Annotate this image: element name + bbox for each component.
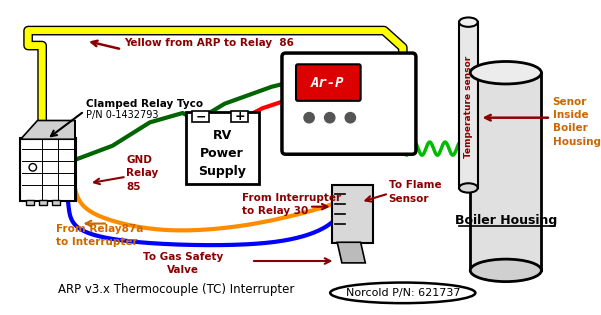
FancyBboxPatch shape (332, 185, 373, 243)
Text: P/N 0-1432793: P/N 0-1432793 (86, 110, 159, 120)
Ellipse shape (459, 183, 478, 193)
Text: GND
Relay
85: GND Relay 85 (126, 155, 159, 192)
Text: Senor
Inside
Boiler
Housing: Senor Inside Boiler Housing (553, 97, 600, 147)
FancyBboxPatch shape (39, 200, 47, 205)
Circle shape (304, 112, 314, 123)
Circle shape (325, 112, 335, 123)
Polygon shape (20, 121, 75, 139)
Text: −: − (195, 110, 206, 123)
Text: Norcold P/N: 621737: Norcold P/N: 621737 (346, 288, 460, 298)
FancyBboxPatch shape (296, 64, 361, 101)
Ellipse shape (470, 61, 542, 84)
FancyBboxPatch shape (231, 111, 248, 122)
Text: To Gas Safety
Valve: To Gas Safety Valve (142, 252, 223, 275)
Text: Temperature sensor: Temperature sensor (464, 55, 473, 158)
FancyBboxPatch shape (470, 73, 542, 270)
Text: To Flame
Sensor: To Flame Sensor (389, 180, 441, 204)
Text: Yellow from ARP to Relay  86: Yellow from ARP to Relay 86 (124, 38, 294, 48)
Text: Ar-P: Ar-P (311, 76, 344, 90)
Ellipse shape (470, 259, 542, 282)
FancyBboxPatch shape (186, 112, 258, 184)
FancyBboxPatch shape (459, 22, 478, 188)
Text: From Interrupter
to Relay 30: From Interrupter to Relay 30 (242, 193, 341, 216)
Circle shape (345, 112, 355, 123)
Text: +: + (234, 110, 245, 123)
FancyBboxPatch shape (192, 111, 209, 122)
FancyBboxPatch shape (26, 200, 34, 205)
Ellipse shape (330, 283, 475, 303)
FancyBboxPatch shape (52, 200, 60, 205)
Text: Boiler Housing: Boiler Housing (455, 214, 557, 227)
Text: Clamped Relay Tyco: Clamped Relay Tyco (86, 99, 203, 109)
FancyBboxPatch shape (20, 138, 76, 201)
Text: From Relay87a
to Interrupter: From Relay87a to Interrupter (56, 224, 144, 247)
Ellipse shape (459, 17, 478, 27)
Circle shape (29, 163, 37, 171)
Text: ARP v3.x Thermocouple (TC) Interrupter: ARP v3.x Thermocouple (TC) Interrupter (58, 283, 294, 296)
Polygon shape (337, 242, 365, 263)
FancyBboxPatch shape (282, 53, 416, 154)
Text: RV
Power
Supply: RV Power Supply (198, 129, 246, 178)
